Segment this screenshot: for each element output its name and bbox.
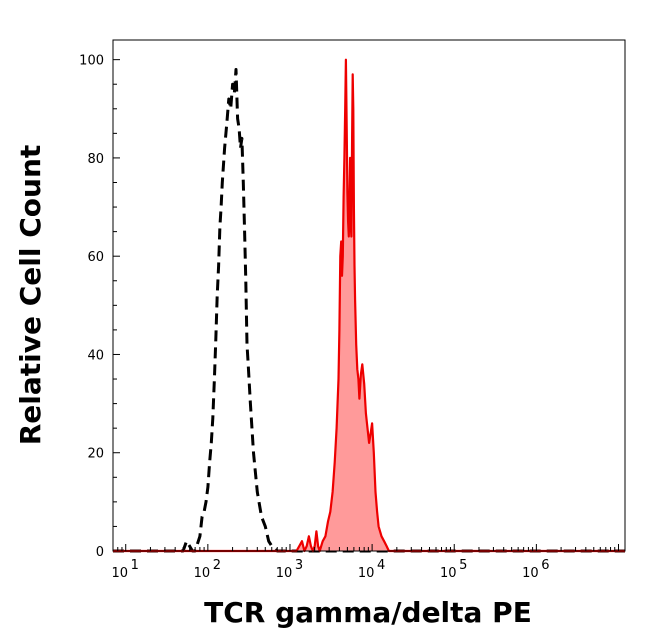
y-tick-label: 80 <box>87 152 104 167</box>
series-0-line <box>113 68 625 553</box>
x-tick-exponent: 1 <box>131 558 139 573</box>
x-tick-label: 10 <box>358 566 375 581</box>
y-tick-label: 40 <box>87 348 104 363</box>
y-tick-label: 60 <box>87 250 104 265</box>
y-tick-label: 100 <box>79 54 104 69</box>
y-tick-label: 20 <box>87 447 104 462</box>
x-tick-exponent: 2 <box>213 558 221 573</box>
y-axis: 0 20 40 60 80 100 <box>79 54 120 560</box>
series-1-line <box>113 58 625 553</box>
x-tick-label: 10 <box>522 566 539 581</box>
x-tick-label: 10 <box>440 566 457 581</box>
y-axis-title: Relative Cell Count <box>14 145 47 446</box>
y-tick-label: 0 <box>96 545 104 560</box>
x-tick-exponent: 6 <box>541 558 549 573</box>
x-tick-exponent: 5 <box>459 558 467 573</box>
x-tick-label: 10 <box>111 566 128 581</box>
x-tick-exponent: 3 <box>295 558 303 573</box>
x-tick-label: 10 <box>194 566 211 581</box>
x-tick-exponent: 4 <box>377 558 385 573</box>
x-axis-title: TCR gamma/delta PE <box>204 596 532 629</box>
series-1-area <box>113 59 625 551</box>
plot-frame <box>112 39 626 552</box>
plot-area <box>113 58 625 553</box>
x-tick-label: 10 <box>276 566 293 581</box>
